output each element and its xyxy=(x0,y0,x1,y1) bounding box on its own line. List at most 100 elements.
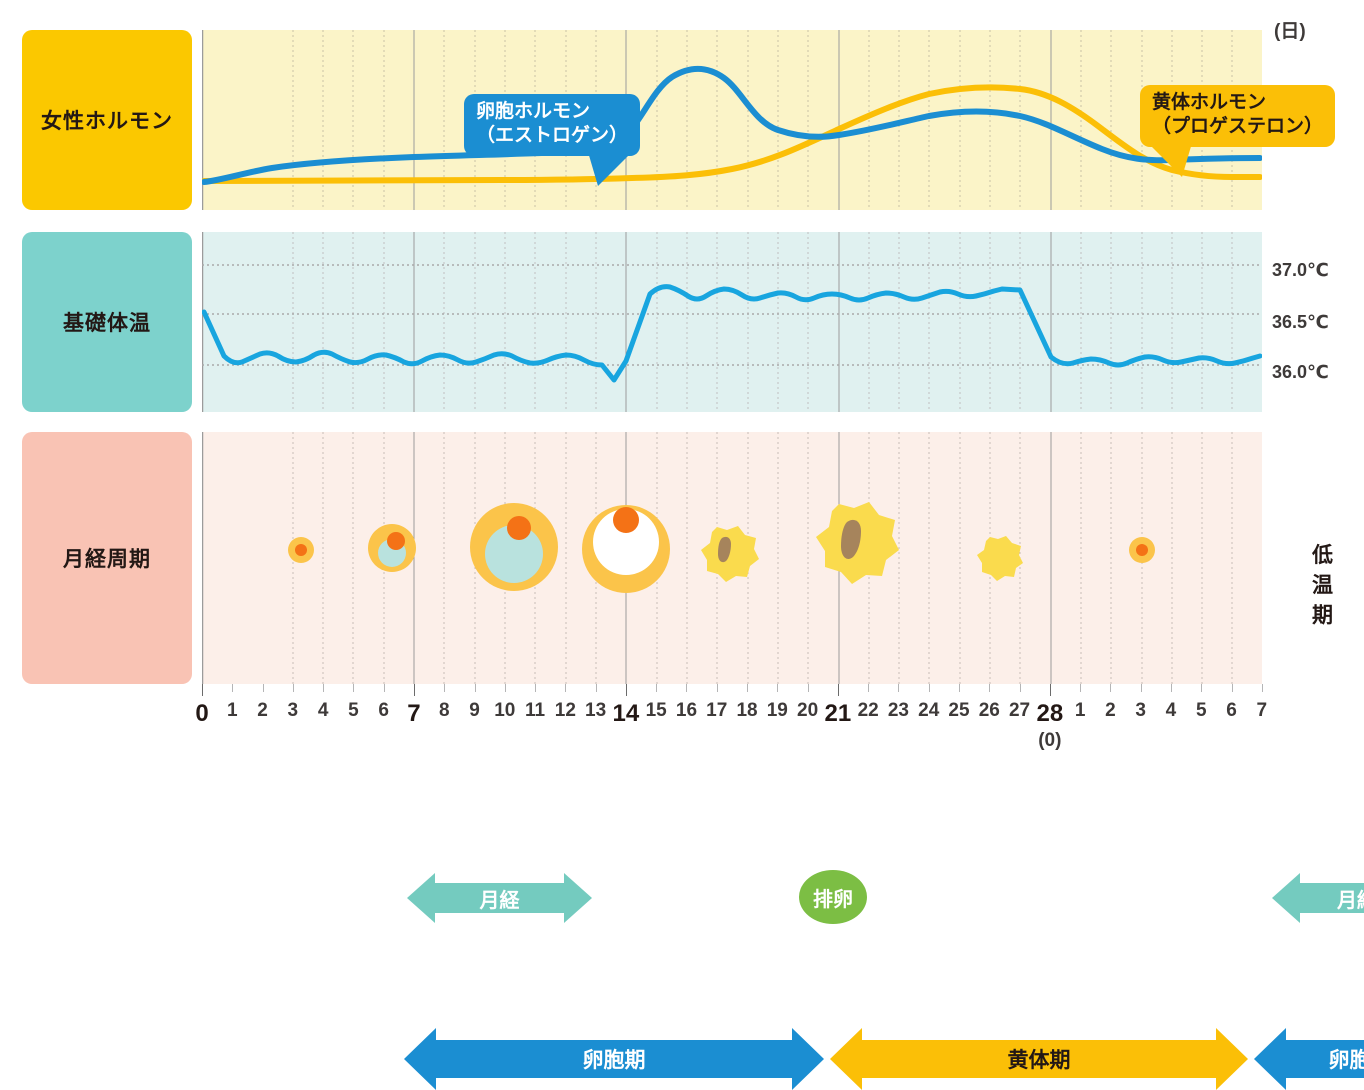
x-axis-day-label: 10 xyxy=(494,700,515,722)
x-axis-tick xyxy=(505,684,506,692)
callout-progesterone-tail xyxy=(1148,143,1192,177)
x-axis-tick xyxy=(686,684,687,692)
row-label-temperature: 基礎体温 xyxy=(22,232,192,412)
x-axis-tick xyxy=(1020,684,1021,692)
x-axis-tick xyxy=(202,684,203,696)
x-axis-tick xyxy=(1232,684,1233,692)
phase-arrow-follicular-2: 卵胞期 xyxy=(1254,1028,1364,1090)
row-label-cycle: 月経周期 xyxy=(22,432,192,684)
callout-estrogen-line1: 卵胞ホルモン xyxy=(476,100,628,124)
menstruation-arrow-1-head-left xyxy=(407,873,435,923)
x-axis-day-label: 3 xyxy=(288,700,299,722)
phase-arrow-luteal-head-right xyxy=(1216,1028,1248,1090)
x-axis-tick xyxy=(353,684,354,692)
menstruation-arrow-2-head-left xyxy=(1272,873,1300,923)
corpus-albicans-icon-day26 xyxy=(977,536,1023,581)
x-axis-tick xyxy=(1171,684,1172,692)
phase-arrow-follicular-2-label: 卵胞期 xyxy=(1329,1044,1364,1074)
x-axis-day-label: 15 xyxy=(646,700,667,722)
x-axis-day-label: 6 xyxy=(1226,700,1237,722)
ovulation-badge: 排卵 xyxy=(799,870,867,924)
x-axis-tick xyxy=(747,684,748,692)
primary-follicle-icon-day6 xyxy=(368,524,416,572)
primordial-follicle-icon-day31 xyxy=(1129,537,1155,563)
x-axis-day-label: 21 xyxy=(825,700,852,728)
x-axis-tick xyxy=(1110,684,1111,692)
temperature-gridlines xyxy=(202,232,1262,412)
progesterone-curve xyxy=(204,87,1260,181)
x-axis-day-label: 4 xyxy=(1166,700,1177,722)
x-axis-day-label: 2 xyxy=(1105,700,1116,722)
phase-arrow-follicular-1-label: 卵胞期 xyxy=(583,1044,646,1074)
primordial-follicle-icon-day3 xyxy=(288,537,314,563)
temp-axis-label-37: 37.0℃ xyxy=(1272,260,1329,281)
ovulating-follicle-icon-day14 xyxy=(582,505,670,593)
x-axis-tick xyxy=(414,684,415,696)
hormone-panel: 卵胞ホルモン （エストロゲン） 黄体ホルモン （プロゲステロン） xyxy=(202,30,1262,210)
x-axis-day-label: 5 xyxy=(1196,700,1207,722)
x-axis-day-label: 7 xyxy=(1257,700,1268,722)
x-axis-day-label: 1 xyxy=(1075,700,1086,722)
x-axis-tick xyxy=(565,684,566,692)
menstruation-arrow-1-head-right xyxy=(564,873,592,923)
x-axis-day-label: 27 xyxy=(1009,700,1030,722)
menstruation-arrow-2-label: 月経 xyxy=(1337,884,1364,913)
menstruation-arrow-1-label: 月経 xyxy=(480,884,520,913)
x-axis-day-label: 19 xyxy=(767,700,788,722)
phase-arrow-luteal-label: 黄体期 xyxy=(1008,1044,1071,1074)
x-axis-unit-label: (日) xyxy=(1274,16,1306,43)
row-label-temperature-text: 基礎体温 xyxy=(63,307,151,337)
x-axis-tick xyxy=(1141,684,1142,692)
x-axis-tick xyxy=(868,684,869,692)
corpus-luteum-mature-icon-day21 xyxy=(816,502,899,584)
x-axis-tick xyxy=(1262,684,1263,692)
x-axis-tick xyxy=(717,684,718,692)
phase-arrow-follicular-2-head-left xyxy=(1254,1028,1286,1090)
x-axis-day-label: 0 xyxy=(195,700,208,728)
phase-arrow-follicular-1: 卵胞期 xyxy=(404,1028,824,1090)
temp-axis-label-36: 36.0℃ xyxy=(1272,362,1329,383)
temperature-chart xyxy=(202,232,1262,412)
x-axis-tick xyxy=(444,684,445,692)
callout-estrogen-tail xyxy=(588,152,632,186)
phase-arrow-luteal-head-left xyxy=(830,1028,862,1090)
basal-body-temperature-curve xyxy=(204,287,1260,380)
x-axis-tick xyxy=(626,684,627,696)
x-axis-day-label: 14 xyxy=(613,700,640,728)
x-axis-day-label: 26 xyxy=(979,700,1000,722)
row-label-cycle-text: 月経周期 xyxy=(63,543,151,573)
x-axis-tick xyxy=(1201,684,1202,692)
phase-arrow-luteal: 黄体期 xyxy=(830,1028,1248,1090)
x-axis-tick xyxy=(898,684,899,692)
x-axis-day-label: 20 xyxy=(797,700,818,722)
cycle-diagram: 女性ホルモン 基礎体温 月経周期 xyxy=(0,0,1364,785)
x-axis-day-label: 7 xyxy=(407,700,420,728)
x-axis-day-label: 17 xyxy=(706,700,727,722)
x-axis-tick xyxy=(293,684,294,692)
x-axis-tick xyxy=(475,684,476,692)
x-axis-tick xyxy=(596,684,597,692)
cycle-panel: 月経 月経 排卵 卵胞期 黄体期 卵胞期 xyxy=(202,432,1262,684)
corpus-luteum-early-icon-day17 xyxy=(701,526,759,582)
x-axis-day-label: 5 xyxy=(348,700,359,722)
x-axis-day-label: 6 xyxy=(378,700,389,722)
x-axis-day-label: 11 xyxy=(525,700,545,722)
x-axis-tick xyxy=(535,684,536,692)
callout-estrogen: 卵胞ホルモン （エストロゲン） xyxy=(464,94,640,156)
x-axis-tick xyxy=(384,684,385,692)
x-axis-tick xyxy=(838,684,839,696)
phase-arrow-follicular-1-head-left xyxy=(404,1028,436,1090)
x-axis-day-label: 13 xyxy=(585,700,606,722)
temperature-panel: 低温期 高温期 低温期 xyxy=(202,232,1262,412)
x-axis-day-label: 18 xyxy=(736,700,757,722)
callout-progesterone: 黄体ホルモン （プロゲステロン） xyxy=(1140,85,1335,147)
menstruation-arrow-2: 月経 xyxy=(1272,873,1364,923)
temp-axis-label-365: 36.5℃ xyxy=(1272,312,1329,333)
x-axis-day-label: 12 xyxy=(555,700,576,722)
callout-progesterone-line1: 黄体ホルモン xyxy=(1152,91,1323,115)
graafian-follicle-icon-day10 xyxy=(470,503,558,591)
x-axis-day-label: 24 xyxy=(918,700,939,722)
x-axis-day-label: 16 xyxy=(676,700,697,722)
x-axis-tick xyxy=(656,684,657,692)
